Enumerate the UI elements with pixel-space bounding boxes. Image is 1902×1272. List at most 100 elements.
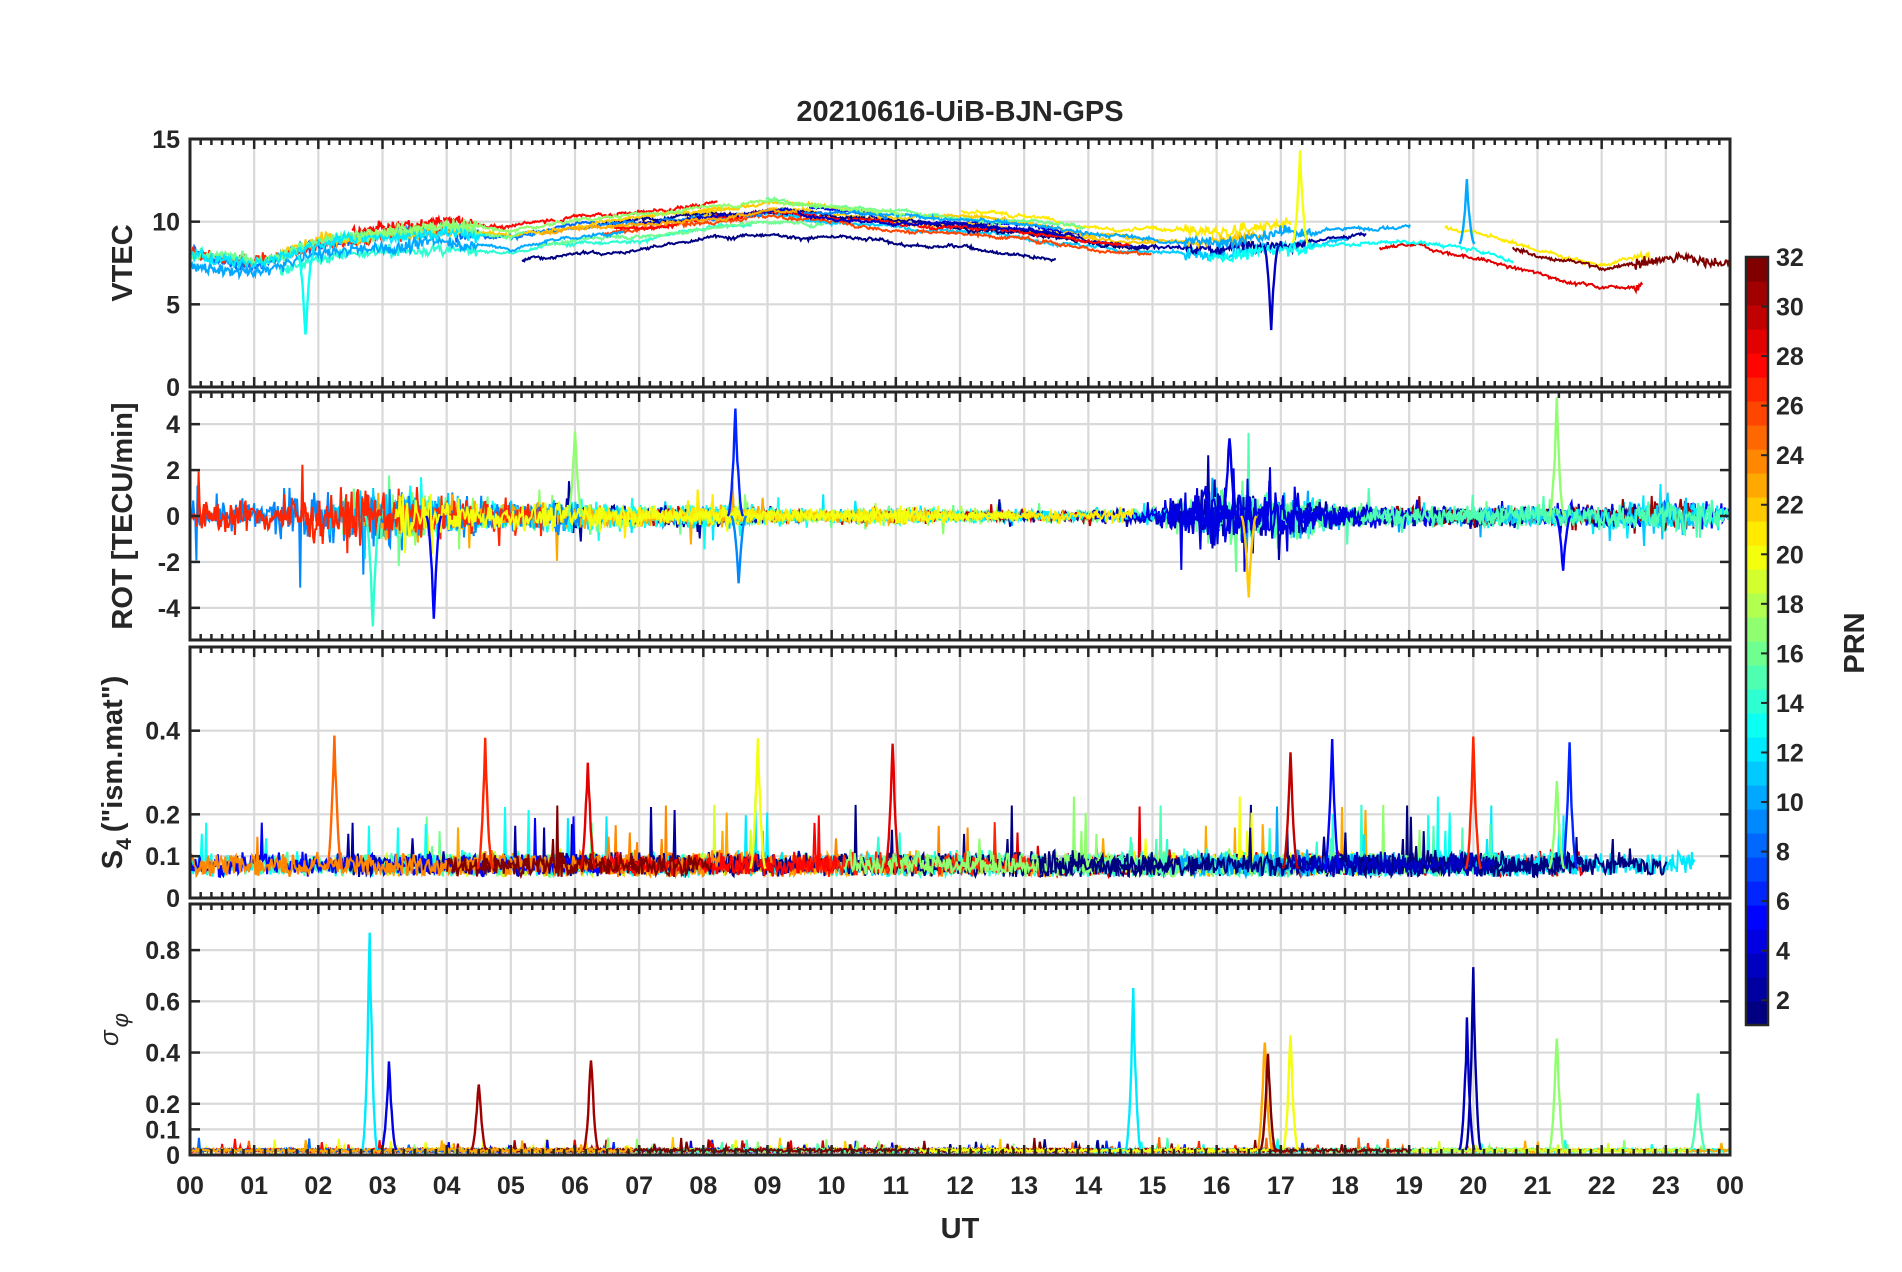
x-tick-label: 11	[883, 1172, 910, 1200]
peak-marker	[1281, 752, 1300, 870]
colorbar-swatch	[1746, 569, 1768, 594]
x-tick-label: 21	[1524, 1172, 1552, 1200]
y-tick-label: 2	[166, 457, 180, 485]
traces-s4	[190, 735, 1696, 880]
prn-trace	[1177, 806, 1395, 880]
colorbar-swatch	[1746, 665, 1768, 690]
colorbar-swatch	[1746, 497, 1768, 522]
prn-trace	[1091, 467, 1381, 554]
x-tick-label: 04	[433, 1172, 461, 1200]
prn-trace	[190, 220, 525, 268]
colorbar-tick-label: 2	[1776, 987, 1790, 1015]
ticks-rot	[188, 392, 1732, 640]
colorbar-swatch	[1746, 329, 1768, 354]
panel-s4: 0 0.1 0.2 0.4 S4("ism.mat")	[97, 645, 1732, 913]
peak-marker	[1262, 245, 1280, 331]
peak-marker	[360, 932, 379, 1151]
prn-trace	[190, 221, 487, 270]
chart-title: 20210616-UiB-BJN-GPS	[796, 96, 1123, 128]
colorbar-tick-label: 24	[1776, 442, 1804, 470]
x-tick-label: 08	[689, 1172, 717, 1200]
colorbar-swatch	[1746, 761, 1768, 786]
peak-marker	[1548, 781, 1566, 870]
y-axis-label: ROT [TECU/min]	[107, 402, 139, 629]
prn-trace	[352, 198, 906, 241]
ticks-sigma_phi	[188, 904, 1732, 1157]
peak-marker	[476, 737, 494, 870]
peak-marker	[1124, 987, 1143, 1151]
prn-trace	[1207, 238, 1514, 264]
peak-marker	[325, 735, 344, 870]
prn-trace	[461, 206, 888, 242]
y-tick-label: 0	[166, 503, 180, 531]
colorbar-tick-label: 4	[1776, 938, 1790, 966]
x-tick-label: 09	[754, 1172, 782, 1200]
colorbar-swatch	[1746, 641, 1768, 666]
y-tick-label: 0	[166, 885, 180, 913]
prn-trace	[1444, 224, 1651, 267]
x-tick-label: 12	[946, 1172, 974, 1200]
peak-marker	[1458, 1017, 1476, 1151]
peak-marker	[1281, 1035, 1300, 1151]
x-tick-label: 03	[369, 1172, 397, 1200]
y-tick-label: 0.4	[145, 718, 180, 746]
peak-marker	[1464, 736, 1483, 870]
colorbar-swatch	[1746, 473, 1768, 498]
x-tick-label: 00	[1716, 1172, 1744, 1200]
peak-marker	[1256, 1042, 1274, 1151]
y-tick-label: 0	[166, 374, 180, 402]
grid-sigma_phi	[188, 904, 1732, 1157]
prn-trace	[394, 493, 1020, 555]
prn-trace	[850, 208, 1411, 249]
colorbar-tick-label: 14	[1776, 690, 1804, 718]
colorbar-tick-label: 6	[1776, 888, 1790, 916]
colorbar-tick-label: 22	[1776, 492, 1804, 520]
x-tick-label: 02	[304, 1172, 332, 1200]
prn-trace	[190, 230, 625, 281]
prn-trace	[190, 464, 546, 554]
y-axis-label: σφ	[94, 1013, 133, 1046]
traces-vtec	[190, 150, 1730, 335]
x-tick-label: 23	[1652, 1172, 1680, 1200]
y-tick-label: -2	[158, 549, 180, 577]
prn-trace	[521, 232, 1057, 263]
colorbar-swatch	[1746, 281, 1768, 306]
colorbar-tick-label: 30	[1776, 294, 1804, 322]
colorbar-swatch	[1746, 809, 1768, 834]
x-tick-label: 17	[1267, 1172, 1295, 1200]
y-tick-label: -4	[158, 595, 180, 623]
colorbar-tick-label: 28	[1776, 343, 1804, 371]
colorbar-swatch	[1746, 257, 1768, 282]
x-tick-label: 05	[497, 1172, 525, 1200]
peak-marker	[296, 254, 315, 335]
peak-marker	[566, 431, 584, 517]
x-tick-label: 01	[240, 1172, 268, 1200]
x-axis-label: UT	[941, 1213, 980, 1245]
prn-trace	[190, 832, 776, 880]
colorbar-swatch	[1746, 617, 1768, 642]
peak-marker	[1240, 515, 1258, 598]
peak-marker	[730, 515, 748, 584]
colorbar-frame	[1744, 255, 1770, 1027]
peak-marker	[364, 515, 382, 627]
colorbar-swatch	[1746, 425, 1768, 450]
traces-rot	[190, 397, 1730, 627]
x-tick-label: 10	[818, 1172, 846, 1200]
y-tick-label: 0.8	[145, 937, 180, 965]
x-tick-label: 15	[1139, 1172, 1167, 1200]
peak-marker	[1464, 967, 1483, 1151]
y-tick-label: 0.2	[145, 1091, 180, 1119]
peak-marker	[883, 743, 902, 870]
prn-trace	[538, 219, 825, 248]
colorbar-swatch	[1746, 449, 1768, 474]
x-tick-label: 16	[1203, 1172, 1231, 1200]
colorbar-swatch	[1746, 305, 1768, 330]
peak-marker	[1560, 742, 1579, 870]
prn-trace	[602, 214, 1152, 256]
x-tick-label: 19	[1395, 1172, 1423, 1200]
peak-marker	[1323, 738, 1341, 870]
prn-trace	[1200, 432, 1577, 545]
peak-marker	[1291, 150, 1309, 244]
